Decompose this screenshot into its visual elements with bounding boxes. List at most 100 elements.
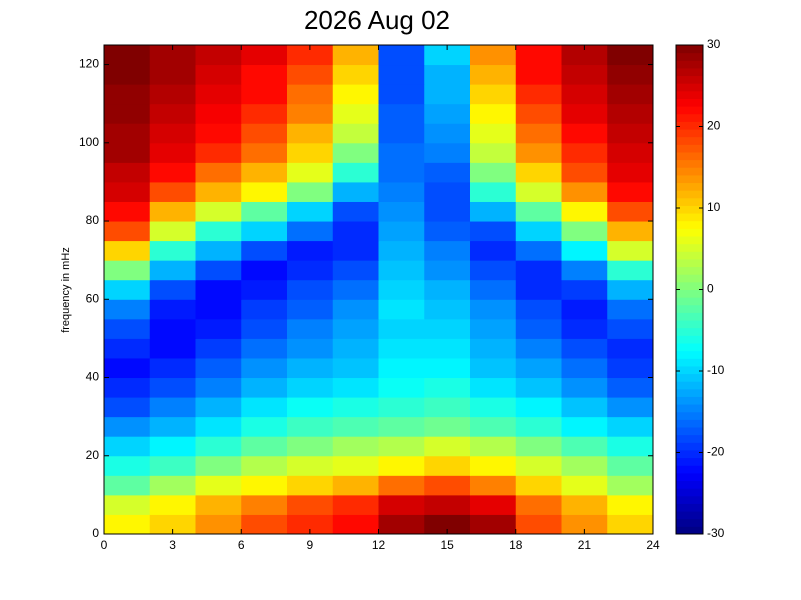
y-tick-label: 40 <box>86 370 100 384</box>
colorbar-swatch <box>676 281 703 290</box>
heatmap-cell <box>149 377 196 398</box>
heatmap-cell <box>149 455 196 476</box>
x-tick-label: 9 <box>307 538 314 552</box>
heatmap-cell <box>287 377 334 398</box>
heatmap-cell <box>515 514 562 535</box>
heatmap-cell <box>149 475 196 496</box>
heatmap-cell <box>149 416 196 437</box>
heatmap-cell <box>470 514 517 535</box>
heatmap-cell <box>515 377 562 398</box>
heatmap-cell <box>378 397 425 418</box>
x-tick-label: 24 <box>646 538 660 552</box>
colorbar-swatch <box>676 266 703 275</box>
heatmap-cell <box>515 84 562 105</box>
heatmap-cell <box>104 397 151 418</box>
colorbar-tick-label: -10 <box>707 363 725 377</box>
x-tick-label: 18 <box>509 538 523 552</box>
heatmap-cell <box>104 455 151 476</box>
heatmap-cell <box>149 103 196 124</box>
heatmap-cell <box>332 338 379 359</box>
heatmap-cell <box>149 45 196 66</box>
heatmap-cell <box>561 123 608 144</box>
heatmap-cell <box>104 279 151 300</box>
heatmap-cell <box>287 299 334 320</box>
heatmap-cell <box>149 397 196 418</box>
heatmap-cell <box>287 162 334 183</box>
heatmap-cell <box>561 84 608 105</box>
heatmap-cell <box>561 416 608 437</box>
colorbar-swatch <box>676 320 703 329</box>
colorbar-swatch <box>676 106 703 115</box>
heatmap-cell <box>378 201 425 222</box>
heatmap-cell <box>515 436 562 457</box>
heatmap-cell <box>607 397 654 418</box>
heatmap-cell <box>287 357 334 379</box>
heatmap-cell <box>149 221 196 242</box>
x-tick-label: 3 <box>169 538 176 552</box>
heatmap-cell <box>470 221 517 242</box>
heatmap-cell <box>332 201 379 222</box>
colorbar-swatch <box>676 236 703 245</box>
heatmap-cell <box>470 84 517 105</box>
heatmap-cell <box>287 436 334 457</box>
heatmap-cell <box>149 436 196 457</box>
heatmap-cell <box>607 181 654 202</box>
heatmap-cell <box>195 260 242 281</box>
colorbar-swatch <box>676 526 703 535</box>
heatmap-cell <box>470 240 517 261</box>
heatmap-cell <box>424 416 471 437</box>
heatmap-cell <box>607 338 654 359</box>
heatmap-cell <box>332 436 379 457</box>
heatmap-cell <box>195 162 242 183</box>
heatmap-cell <box>378 377 425 398</box>
colorbar-swatch <box>676 144 703 153</box>
heatmap-cell <box>561 455 608 476</box>
heatmap-cell <box>424 221 471 242</box>
colorbar-swatch <box>676 205 703 214</box>
heatmap-cell <box>515 338 562 359</box>
heatmap-cell <box>332 397 379 418</box>
colorbar-swatch <box>676 243 703 252</box>
heatmap-cell <box>332 181 379 202</box>
heatmap-cell <box>607 514 654 535</box>
colorbar-swatch <box>676 83 703 92</box>
heatmap-cell <box>470 318 517 339</box>
colorbar-swatch <box>676 388 703 397</box>
heatmap-cell <box>332 221 379 242</box>
heatmap-cell <box>378 162 425 183</box>
y-tick-label: 20 <box>86 448 100 462</box>
heatmap-cell <box>561 64 608 85</box>
heatmap-cell <box>424 64 471 85</box>
heatmap-cell <box>195 475 242 496</box>
colorbar-swatch <box>676 129 703 138</box>
colorbar-swatch <box>676 442 703 451</box>
heatmap-cell <box>378 123 425 144</box>
heatmap-cell <box>104 45 151 66</box>
heatmap-cell <box>607 260 654 281</box>
heatmap-cell <box>470 357 517 379</box>
heatmap-cell <box>241 514 288 535</box>
heatmap-cell <box>241 494 288 515</box>
heatmap-cell <box>287 397 334 418</box>
heatmap-cell <box>424 162 471 183</box>
colorbar-swatch <box>676 434 703 443</box>
heatmap-cell <box>607 201 654 222</box>
colorbar-swatch <box>676 427 703 436</box>
heatmap-cell <box>241 299 288 320</box>
heatmap-cell <box>424 279 471 300</box>
heatmap-cell <box>607 84 654 105</box>
colorbar-swatch <box>676 373 703 382</box>
heatmap-cell <box>607 377 654 398</box>
heatmap-cell <box>470 181 517 202</box>
heatmap-cell <box>104 357 151 379</box>
heatmap <box>104 45 654 535</box>
heatmap-cell <box>195 514 242 535</box>
heatmap-cell <box>332 240 379 261</box>
colorbar-swatch <box>676 358 703 367</box>
heatmap-cell <box>241 455 288 476</box>
heatmap-cell <box>515 455 562 476</box>
heatmap-cell <box>561 475 608 496</box>
colorbar-swatch <box>676 404 703 413</box>
heatmap-cell <box>515 162 562 183</box>
heatmap-cell <box>561 299 608 320</box>
